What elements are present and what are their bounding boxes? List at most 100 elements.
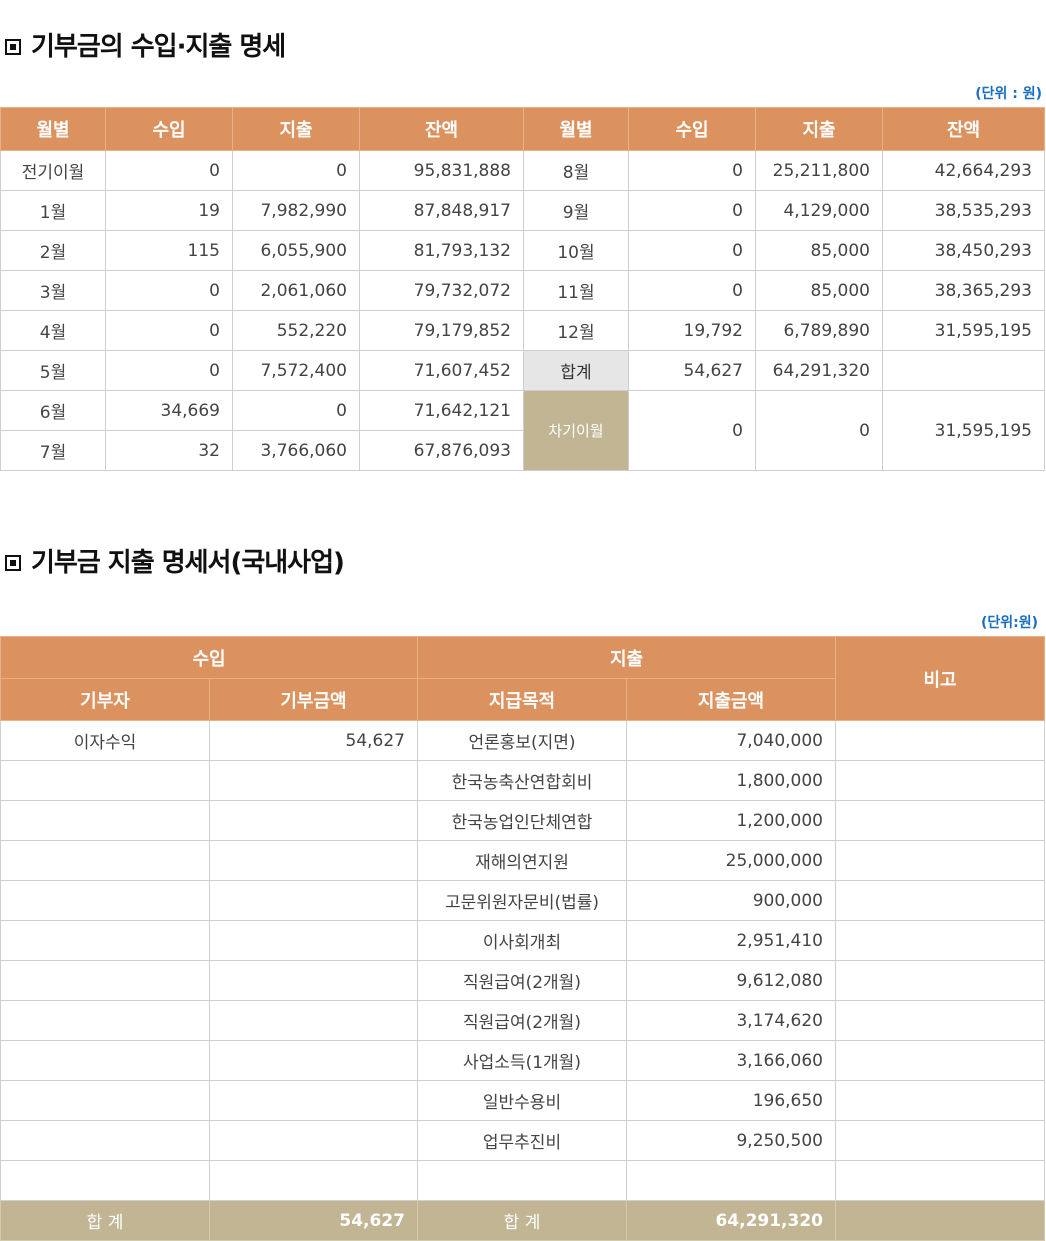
income-cell: 19,792 [628, 310, 756, 351]
carryover-label-cell: 차기이월 [523, 390, 629, 471]
header-donation-amount: 기부금액 [209, 678, 418, 721]
expense-cell: 2,061,060 [232, 270, 360, 311]
expense-cell: 85,000 [755, 270, 883, 311]
table-row: 2월 115 6,055,900 81,793,132 10월 0 85,000… [0, 230, 1045, 271]
note-cell [835, 880, 1045, 921]
donor-cell [0, 1160, 210, 1201]
note-cell [835, 720, 1045, 761]
expense-amount-cell: 2,951,410 [626, 920, 836, 961]
balance-cell: 42,664,293 [882, 150, 1045, 191]
expense-cell: 552,220 [232, 310, 360, 351]
month-cell: 7월 [0, 430, 106, 471]
note-cell [835, 1000, 1045, 1041]
month-cell: 9월 [523, 190, 629, 231]
note-cell [835, 800, 1045, 841]
purpose-cell: 직원급여(2개월) [417, 1000, 627, 1041]
expense-amount-cell: 7,040,000 [626, 720, 836, 761]
header-expense: 지출 [232, 107, 360, 151]
table-row: 직원급여(2개월) 9,612,080 [0, 960, 1045, 1001]
balance-cell: 38,450,293 [882, 230, 1045, 271]
balance-cell: 38,365,293 [882, 270, 1045, 311]
donation-cell [209, 1160, 418, 1201]
table-row: 사업소득(1개월) 3,166,060 [0, 1040, 1045, 1081]
donor-cell [0, 1040, 210, 1081]
balance-cell: 31,595,195 [882, 310, 1045, 351]
total-expense-label: 합 계 [417, 1200, 627, 1241]
total-balance-cell [882, 350, 1045, 391]
balance-cell: 79,732,072 [359, 270, 524, 311]
purpose-cell: 직원급여(2개월) [417, 960, 627, 1001]
table-row: 이자수익 54,627 언론홍보(지면) 7,040,000 [0, 720, 1045, 761]
expense-amount-cell: 3,166,060 [626, 1040, 836, 1081]
note-cell [835, 840, 1045, 881]
unit-label: (단위 : 원) [975, 86, 1042, 102]
expense-cell: 0 [232, 150, 360, 191]
purpose-cell: 고문위원자문비(법률) [417, 880, 627, 921]
purpose-cell: 한국농축산연합회비 [417, 760, 627, 801]
donor-cell: 이자수익 [0, 720, 210, 761]
carryover-expense-cell: 0 [755, 390, 883, 471]
balance-cell: 71,607,452 [359, 350, 524, 391]
expense-cell: 6,789,890 [755, 310, 883, 351]
section-title-expense-statement: 기부금 지출 명세서(국내사업) [3, 547, 345, 579]
income-cell: 0 [105, 350, 233, 391]
donor-cell [0, 760, 210, 801]
table-row: 전기이월 0 0 95,831,888 8월 0 25,211,800 42,6… [0, 150, 1045, 191]
month-cell: 전기이월 [0, 150, 106, 191]
header-month: 월별 [0, 107, 106, 151]
expense-amount-cell [626, 1160, 836, 1201]
expense-cell: 85,000 [755, 230, 883, 271]
total-donation-cell: 54,627 [209, 1200, 418, 1241]
expense-cell: 7,572,400 [232, 350, 360, 391]
header-donor: 기부자 [0, 678, 210, 721]
income-cell: 0 [105, 270, 233, 311]
income-cell: 0 [628, 150, 756, 191]
expense-amount-cell: 3,174,620 [626, 1000, 836, 1041]
balance-cell: 71,642,121 [359, 390, 524, 431]
carryover-balance-cell: 31,595,195 [882, 390, 1045, 471]
month-cell: 4월 [0, 310, 106, 351]
month-cell: 12월 [523, 310, 629, 351]
total-label-cell: 합계 [523, 350, 629, 391]
table-row: 4월 0 552,220 79,179,852 12월 19,792 6,789… [0, 310, 1045, 351]
balance-cell: 38,535,293 [882, 190, 1045, 231]
income-expense-table: 월별 수입 지출 잔액 월별 수입 지출 잔액 전기이월 0 0 95,831,… [0, 107, 1045, 471]
total-row: 합 계 54,627 합 계 64,291,320 [0, 1200, 1045, 1241]
note-cell [835, 1160, 1045, 1201]
square-bullet-icon [5, 555, 21, 571]
total-expense-cell: 64,291,320 [755, 350, 883, 391]
table-row: 고문위원자문비(법률) 900,000 [0, 880, 1045, 921]
note-cell [835, 1120, 1045, 1161]
expense-cell: 0 [232, 390, 360, 431]
header-income: 수입 [105, 107, 233, 151]
table-row: 한국농업인단체연합 1,200,000 [0, 800, 1045, 841]
purpose-cell: 이사회개최 [417, 920, 627, 961]
expense-cell: 4,129,000 [755, 190, 883, 231]
donation-cell [209, 840, 418, 881]
donation-cell [209, 760, 418, 801]
month-cell: 10월 [523, 230, 629, 271]
expense-cell: 3,766,060 [232, 430, 360, 471]
purpose-cell: 한국농업인단체연합 [417, 800, 627, 841]
donor-cell [0, 1000, 210, 1041]
donor-cell [0, 960, 210, 1001]
header-expense-group: 지출 [417, 636, 836, 679]
income-cell: 0 [628, 190, 756, 231]
table-row: 5월 0 7,572,400 71,607,452 합계 54,627 64,2… [0, 350, 1045, 391]
header-expense: 지출 [755, 107, 883, 151]
table-row: 이사회개최 2,951,410 [0, 920, 1045, 961]
expense-amount-cell: 1,800,000 [626, 760, 836, 801]
table-row: 업무추진비 9,250,500 [0, 1120, 1045, 1161]
header-note: 비고 [835, 636, 1045, 721]
header-income: 수입 [628, 107, 756, 151]
donor-cell [0, 1080, 210, 1121]
note-cell [835, 1080, 1045, 1121]
section-title-text: 기부금의 수입·지출 명세 [31, 32, 286, 62]
square-bullet-icon [5, 39, 21, 55]
expense-amount-cell: 25,000,000 [626, 840, 836, 881]
section-title-income-expense: 기부금의 수입·지출 명세 [3, 31, 286, 63]
header-balance: 잔액 [359, 107, 524, 151]
donation-cell [209, 1040, 418, 1081]
header-month: 월별 [523, 107, 629, 151]
expense-cell: 7,982,990 [232, 190, 360, 231]
